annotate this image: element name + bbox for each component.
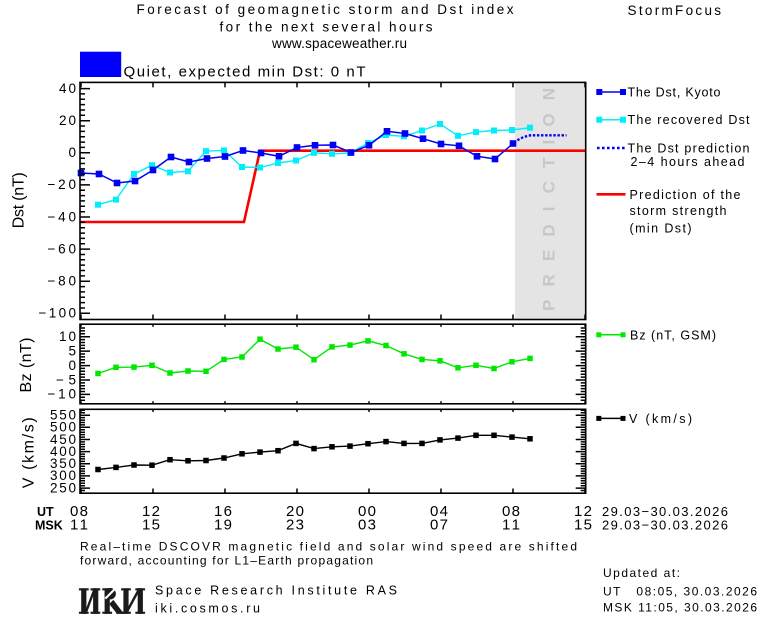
svg-text:UT: UT [37, 505, 54, 519]
svg-text:(min Dst): (min Dst) [630, 221, 692, 235]
svg-text:03: 03 [358, 517, 376, 534]
svg-text:20: 20 [59, 113, 76, 128]
svg-text:Real–time DSCOVR magnetic fiel: Real–time DSCOVR magnetic field and sola… [80, 539, 577, 553]
svg-text:15: 15 [142, 517, 160, 534]
svg-text:UT 08:05, 30.03.2026: UT 08:05, 30.03.2026 [603, 585, 757, 599]
svg-text:Prediction of the: Prediction of the [630, 188, 741, 202]
svg-text:29.03−30.03.2026: 29.03−30.03.2026 [602, 518, 728, 533]
svg-text:10: 10 [59, 329, 76, 344]
svg-text:23: 23 [286, 517, 304, 534]
svg-text:11: 11 [70, 517, 88, 534]
svg-text:16: 16 [214, 503, 232, 520]
svg-text:250: 250 [50, 480, 76, 495]
svg-text:Bz (nT): Bz (nT) [18, 338, 35, 393]
svg-text:for the next several hours: for the next several hours [220, 20, 433, 35]
svg-text:12: 12 [142, 503, 160, 520]
svg-text:Space Research Institute RAS: Space Research Institute RAS [155, 584, 397, 598]
svg-text:storm strength: storm strength [630, 204, 727, 218]
svg-text:300: 300 [50, 468, 76, 483]
svg-text:Quiet, expected min Dst: 0 nT: Quiet, expected min Dst: 0 nT [124, 64, 366, 81]
svg-text:Bz (nT, GSM): Bz (nT, GSM) [630, 328, 716, 342]
svg-text:400: 400 [50, 444, 76, 459]
svg-text:5: 5 [68, 343, 76, 358]
svg-text:11: 11 [502, 517, 520, 534]
svg-text:iki.cosmos.ru: iki.cosmos.ru [155, 602, 260, 616]
svg-text:15: 15 [574, 517, 592, 534]
svg-text:−60: −60 [48, 241, 77, 256]
svg-text:www.spaceweather.ru: www.spaceweather.ru [271, 36, 407, 51]
svg-text:0: 0 [68, 358, 76, 373]
svg-text:04: 04 [430, 503, 448, 520]
svg-text:19: 19 [214, 517, 232, 534]
svg-text:V (km/s): V (km/s) [21, 417, 38, 488]
svg-text:V (km/s): V (km/s) [629, 412, 692, 426]
svg-text:00: 00 [358, 503, 376, 520]
svg-text:StormFocus: StormFocus [628, 3, 722, 18]
svg-text:Dst (nT): Dst (nT) [11, 172, 28, 228]
svg-text:12: 12 [574, 503, 592, 520]
svg-text:0: 0 [68, 145, 76, 160]
svg-text:08: 08 [70, 503, 88, 520]
svg-text:MSK: MSK [35, 519, 63, 533]
svg-text:−80: −80 [48, 274, 77, 289]
svg-text:forward, accounting for L1–Ear: forward, accounting for L1–Earth propaga… [80, 554, 373, 568]
svg-text:08: 08 [502, 503, 520, 520]
svg-text:−10: −10 [48, 387, 77, 402]
svg-text:20: 20 [286, 503, 304, 520]
svg-text:−40: −40 [48, 209, 77, 224]
svg-text:−20: −20 [48, 177, 77, 192]
svg-text:350: 350 [50, 456, 76, 471]
svg-text:07: 07 [430, 517, 448, 534]
svg-text:550: 550 [50, 408, 76, 423]
svg-text:The Dst, Kyoto: The Dst, Kyoto [628, 86, 721, 100]
svg-text:Updated at:: Updated at: [603, 566, 680, 580]
svg-text:2–4 hours ahead: 2–4 hours ahead [631, 155, 745, 169]
svg-text:29.03−30.03.2026: 29.03−30.03.2026 [602, 504, 728, 519]
svg-text:40: 40 [59, 81, 76, 96]
svg-text:MSK 11:05, 30.03.2026: MSK 11:05, 30.03.2026 [603, 601, 757, 615]
svg-text:The recovered Dst: The recovered Dst [628, 113, 751, 127]
svg-text:The Dst prediction: The Dst prediction [628, 142, 750, 156]
svg-text:450: 450 [50, 432, 76, 447]
svg-text:500: 500 [50, 420, 76, 435]
